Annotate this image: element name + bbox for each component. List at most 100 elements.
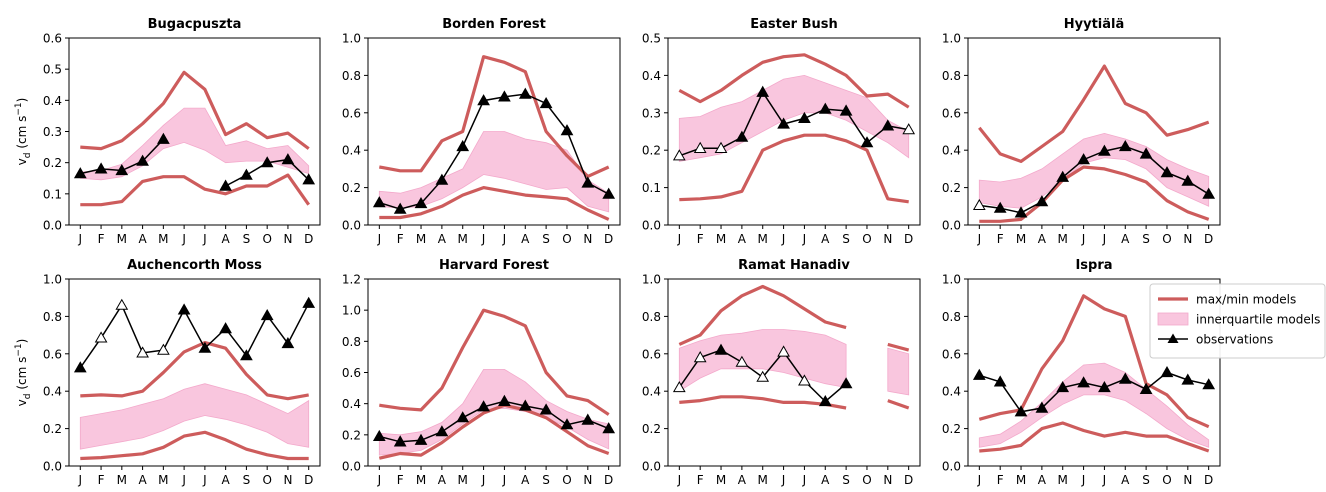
observation-marker bbox=[1118, 139, 1132, 152]
observation-marker bbox=[393, 435, 407, 447]
x-tick-label: A bbox=[738, 232, 747, 246]
observation-marker bbox=[219, 179, 232, 191]
observation-marker bbox=[477, 400, 490, 412]
observation-marker bbox=[818, 102, 832, 114]
x-tick-label: M bbox=[758, 232, 768, 246]
x-tick-label: D bbox=[304, 473, 313, 487]
observation-marker bbox=[1035, 195, 1049, 207]
observation-marker bbox=[672, 149, 686, 161]
y-tick-label: 0.6 bbox=[342, 366, 361, 380]
observation-marker bbox=[1077, 153, 1090, 165]
observation-marker bbox=[581, 176, 595, 188]
x-tick-label: A bbox=[438, 232, 447, 246]
observation-marker bbox=[539, 96, 553, 109]
axes-frame bbox=[667, 37, 921, 226]
x-tick-label: M bbox=[117, 232, 127, 246]
y-tick-label: 1.0 bbox=[43, 273, 62, 287]
observation-marker bbox=[902, 123, 916, 135]
panel-title: Harvard Forest bbox=[439, 258, 549, 273]
observation-marker bbox=[714, 141, 728, 153]
x-tick-label: M bbox=[458, 232, 468, 246]
x-tick-label: N bbox=[883, 473, 892, 487]
y-tick-label: 0.4 bbox=[43, 94, 62, 108]
min-models-line bbox=[378, 403, 610, 460]
y-tick-label: 0.8 bbox=[642, 310, 661, 324]
x-tick-label: F bbox=[697, 473, 704, 487]
x-tick-label: A bbox=[1038, 473, 1047, 487]
x-tick-label: M bbox=[416, 473, 426, 487]
y-tick-label: 1.0 bbox=[942, 32, 961, 46]
y-tick-label: 0.1 bbox=[642, 181, 661, 195]
observation-marker bbox=[518, 87, 532, 99]
observation-marker bbox=[414, 196, 428, 209]
max-models-line bbox=[978, 64, 1210, 163]
interquartile-band bbox=[79, 383, 310, 450]
observation-marker bbox=[393, 202, 407, 214]
x-tick-label: O bbox=[1162, 232, 1171, 246]
y-tick-label: 0.5 bbox=[642, 32, 661, 46]
observation-marker bbox=[94, 331, 108, 343]
y-axis-label-part: −1 bbox=[14, 343, 24, 356]
y-tick-label: 0.6 bbox=[642, 347, 661, 361]
min-models-line bbox=[887, 399, 910, 410]
x-tick-label: M bbox=[716, 473, 726, 487]
panel-title: Ramat Hanadiv bbox=[738, 258, 850, 273]
y-tick-label: 0.0 bbox=[342, 219, 361, 233]
observation-marker bbox=[1202, 187, 1216, 199]
x-tick-label: J bbox=[977, 232, 982, 246]
x-tick-label: D bbox=[604, 473, 613, 487]
observation-marker bbox=[1098, 380, 1111, 393]
x-tick-label: J bbox=[202, 473, 207, 487]
x-tick-label: J bbox=[502, 473, 507, 487]
observation-marker bbox=[302, 173, 316, 185]
x-tick-label: F bbox=[98, 232, 105, 246]
x-tick-label: J bbox=[502, 232, 507, 246]
axes-frame bbox=[68, 278, 321, 467]
x-tick-label: M bbox=[1058, 473, 1068, 487]
observation-marker bbox=[602, 187, 616, 199]
legend: max/min models innerquartile models observ… bbox=[1149, 283, 1326, 359]
x-tick-label: N bbox=[1183, 232, 1192, 246]
min-models-line bbox=[979, 165, 1210, 223]
x-tick-label: O bbox=[862, 232, 871, 246]
observation-marker bbox=[1160, 166, 1174, 178]
observation-marker bbox=[498, 394, 511, 406]
observation-marker bbox=[993, 201, 1007, 213]
x-tick-label: M bbox=[1058, 232, 1068, 246]
x-tick-label: A bbox=[438, 473, 447, 487]
min-models-line bbox=[379, 186, 610, 221]
observation-marker bbox=[860, 136, 874, 148]
observation-marker bbox=[818, 394, 832, 407]
observation-marker bbox=[240, 349, 253, 361]
x-tick-label: D bbox=[1204, 232, 1213, 246]
x-tick-label: O bbox=[262, 473, 271, 487]
observation-marker bbox=[115, 298, 129, 310]
observation-marker bbox=[839, 104, 853, 116]
observation-marker bbox=[1181, 174, 1195, 186]
y-tick-label: 0.0 bbox=[342, 460, 361, 474]
x-tick-label: A bbox=[138, 473, 147, 487]
x-tick-label: M bbox=[158, 232, 168, 246]
observation-marker bbox=[136, 154, 149, 166]
x-tick-label: S bbox=[542, 473, 550, 487]
x-tick-label: J bbox=[977, 473, 982, 487]
observation-marker bbox=[798, 111, 811, 123]
y-tick-label: 0.6 bbox=[942, 106, 961, 120]
observation-marker bbox=[302, 296, 316, 308]
x-tick-label: J bbox=[1102, 232, 1107, 246]
x-tick-label: F bbox=[98, 473, 105, 487]
y-tick-label: 0.8 bbox=[342, 69, 361, 83]
observation-marker bbox=[1139, 382, 1153, 394]
observation-marker bbox=[560, 124, 574, 136]
panel-title: Hyytiälä bbox=[1064, 17, 1125, 32]
y-tick-label: 0.4 bbox=[342, 144, 361, 158]
observation-marker bbox=[1118, 372, 1132, 384]
observation-marker bbox=[881, 119, 895, 131]
observation-marker bbox=[735, 130, 749, 142]
observation-marker bbox=[281, 153, 295, 165]
observation-marker bbox=[115, 163, 129, 176]
observation-marker bbox=[581, 413, 595, 425]
